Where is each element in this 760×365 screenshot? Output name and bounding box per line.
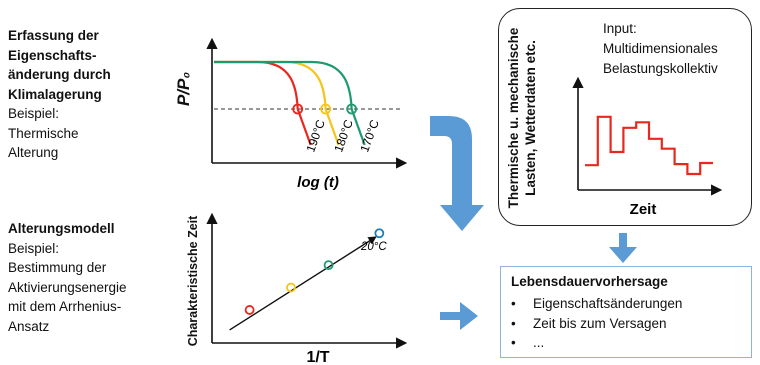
arrhenius-point-2 xyxy=(323,260,334,271)
list-item: • Zeit bis zum Versagen xyxy=(511,315,667,331)
description-line: mit dem Arrhenius- xyxy=(8,299,122,314)
flow-arrow-right xyxy=(440,302,478,330)
heading-line: änderung durch xyxy=(8,67,111,82)
prediction-list: • Eigenschaftsänderungen • Zeit bis zum Ve… xyxy=(511,294,682,353)
temperature-annotation: 20°C xyxy=(360,241,387,253)
heading-line: Eigenschafts- xyxy=(8,47,97,63)
section-thermal-aging: Erfassung der Eigenschafts- änderung dur… xyxy=(8,26,111,163)
aging-curve-2 xyxy=(214,60,366,146)
list-item: • Eigenschaftsänderungen xyxy=(511,296,683,311)
arrhenius-point-1 xyxy=(286,282,296,293)
flow-arrow-curved xyxy=(430,116,484,231)
description-line: Thermische xyxy=(8,125,79,141)
lifetime-prediction-box: Lebensdauervorhersage • Eigenschaftsänder… xyxy=(500,266,752,358)
threshold-point-0 xyxy=(292,103,304,115)
section-aging-model: Alterungsmodell Beispiel: Bestimmung der… xyxy=(8,219,127,336)
arrhenius-fit-line xyxy=(229,236,377,331)
load-chart-xlabel: Zeit xyxy=(630,201,657,218)
heading-line: Alterungsmodell xyxy=(8,221,115,236)
arrhenius-point-3 xyxy=(374,228,385,239)
description-line: Bestimmung der xyxy=(8,260,107,275)
arrhenius-point-0 xyxy=(244,305,255,315)
description-line: Ansatz xyxy=(8,318,50,334)
input-line: Multidimensionales xyxy=(603,41,718,56)
aging-curve-0 xyxy=(214,60,312,146)
list-item: •... xyxy=(511,335,545,350)
description-line: Beispiel: xyxy=(8,240,60,256)
aging-chart-xlabel: log (t) xyxy=(297,174,339,191)
description-line: Beispiel: xyxy=(8,106,60,121)
prediction-title: Lebensdauervorhersage xyxy=(511,274,668,289)
input-line: Input: xyxy=(603,21,637,36)
input-line: Belastungskollektiv xyxy=(603,61,718,76)
load-profile-box xyxy=(498,8,752,226)
input-description: Input: Multidimensionales Belastungskoll… xyxy=(603,19,718,79)
arrhenius-chart-xlabel: 1/T xyxy=(306,349,329,365)
threshold-point-1 xyxy=(320,103,332,115)
description-line: Alterung xyxy=(8,145,59,160)
heading-line: Erfassung der xyxy=(8,28,99,43)
description-line: Aktivierungsenergie xyxy=(8,279,127,295)
threshold-point-2 xyxy=(346,103,358,115)
flow-arrow-down xyxy=(609,233,637,263)
heading-line: Klimalagerung xyxy=(8,86,102,102)
load-profile-line xyxy=(585,115,713,176)
